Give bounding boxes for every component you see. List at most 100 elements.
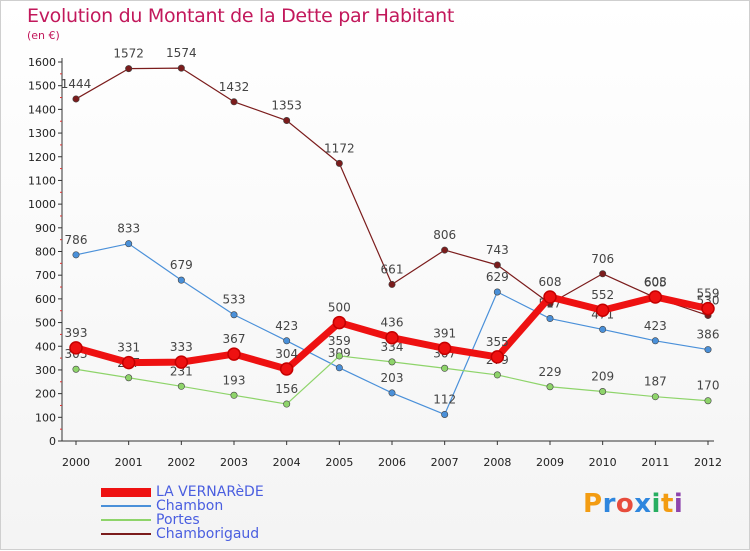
data-label: 533: [223, 293, 246, 307]
brand-logo: Proxiti: [583, 489, 683, 519]
y-tick-label: 1000: [28, 198, 56, 211]
y-tick-label: 1600: [28, 56, 56, 69]
data-point: [230, 98, 238, 106]
brand-letter: t: [660, 489, 674, 519]
chart-unit-label: (en €): [27, 29, 60, 42]
data-point: [599, 387, 607, 395]
legend-label: Chambon: [156, 498, 224, 514]
data-label: 500: [328, 301, 351, 315]
data-point: [230, 311, 238, 319]
data-label: 386: [697, 328, 720, 342]
data-label: 629: [486, 270, 509, 284]
data-label: 229: [539, 365, 562, 379]
y-tick-label: 100: [35, 411, 56, 424]
data-label: 156: [275, 382, 298, 396]
data-point: [177, 64, 185, 72]
data-label: 359: [328, 334, 351, 348]
data-label: 605: [644, 276, 667, 290]
x-tick-label: 2012: [694, 456, 722, 469]
data-point: [546, 315, 554, 323]
data-point: [335, 352, 343, 360]
data-label: 706: [591, 252, 614, 266]
data-point: [335, 159, 343, 167]
data-point: [283, 117, 291, 125]
chart-title: Evolution du Montant de la Dette par Hab…: [27, 5, 455, 27]
data-point: [385, 330, 399, 345]
data-label: 187: [644, 375, 667, 389]
data-label: 423: [644, 319, 667, 333]
data-label: 393: [65, 326, 88, 340]
y-tick-label: 800: [35, 246, 56, 259]
data-label: 1172: [324, 141, 355, 155]
data-label: 1432: [219, 80, 250, 94]
y-tick-label: 1400: [28, 103, 56, 116]
data-point: [335, 364, 343, 372]
series-line: [75, 67, 709, 317]
data-label: 367: [223, 332, 246, 346]
data-point: [388, 280, 396, 288]
brand-letter: r: [602, 489, 616, 519]
legend-label: LA VERNARèDE: [156, 484, 264, 500]
data-label: 333: [170, 340, 193, 354]
y-tick-label: 1300: [28, 127, 56, 140]
y-tick-label: 1200: [28, 151, 56, 164]
y-tick-label: 600: [35, 293, 56, 306]
data-point: [493, 288, 501, 296]
brand-letter: x: [634, 489, 652, 519]
data-point: [599, 270, 607, 278]
data-point: [704, 397, 712, 405]
x-tick-label: 2008: [483, 456, 511, 469]
data-label: 334: [381, 340, 404, 354]
legend-swatch: [101, 488, 151, 497]
data-label: 231: [170, 364, 193, 378]
x-tick-label: 2004: [273, 456, 301, 469]
data-label: 552: [591, 288, 614, 302]
y-tick-label: 900: [35, 222, 56, 235]
data-point: [543, 290, 557, 304]
data-label: 209: [591, 369, 614, 383]
data-label: 608: [539, 275, 562, 289]
data-label: 679: [170, 258, 193, 272]
data-point: [174, 355, 189, 369]
legend-item: Chambon: [101, 498, 401, 514]
data-label: 1574: [166, 46, 197, 60]
y-tick-label: 200: [35, 388, 56, 401]
legend-swatch: [101, 533, 151, 535]
data-point: [441, 246, 449, 254]
data-point: [441, 364, 449, 372]
legend-item: Portes: [101, 512, 401, 528]
y-tick-label: 400: [35, 340, 56, 353]
x-tick-label: 2000: [62, 456, 90, 469]
x-tick-label: 2011: [641, 456, 669, 469]
data-point: [595, 303, 610, 317]
data-label: 806: [433, 228, 456, 242]
data-point: [332, 315, 347, 330]
y-tick-label: 0: [49, 435, 56, 448]
x-tick-label: 2006: [378, 456, 406, 469]
data-point: [651, 337, 659, 345]
data-point: [177, 276, 185, 284]
data-point: [493, 371, 501, 379]
data-point: [651, 393, 659, 401]
data-point: [388, 389, 396, 397]
data-point: [599, 325, 607, 333]
legend-label: Chamborigaud: [156, 526, 260, 542]
data-point: [230, 391, 238, 399]
y-tick-label: 500: [35, 317, 56, 330]
data-point: [437, 341, 452, 356]
data-label: 112: [433, 392, 456, 406]
legend-item: LA VERNARèDE: [101, 484, 401, 500]
data-label: 559: [697, 287, 720, 301]
chart-legend: LA VERNARèDE Chambon Portes Chamborigaud: [101, 484, 401, 542]
data-point: [125, 374, 133, 382]
legend-swatch: [101, 505, 151, 507]
data-point: [69, 341, 83, 355]
x-tick-label: 2005: [325, 456, 353, 469]
x-tick-label: 2001: [115, 456, 143, 469]
data-label: 1353: [271, 99, 302, 113]
data-label: 304: [275, 347, 298, 361]
y-tick-label: 300: [35, 364, 56, 377]
x-tick-label: 2003: [220, 456, 248, 469]
data-label: 170: [697, 379, 720, 393]
